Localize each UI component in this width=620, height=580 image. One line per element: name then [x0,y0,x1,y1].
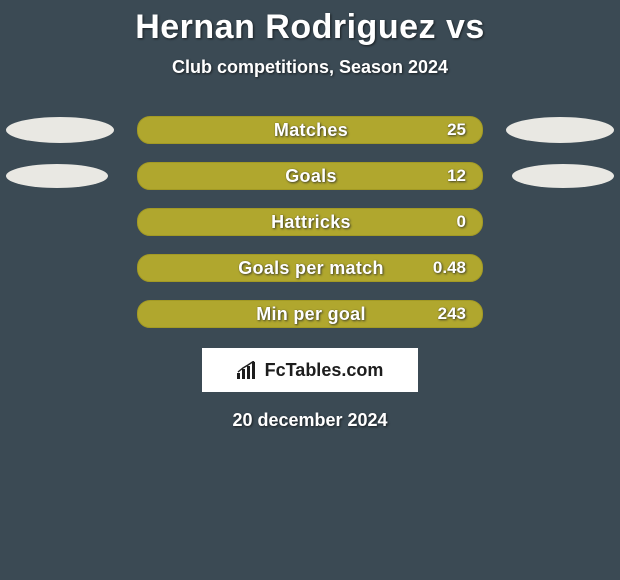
stats-rows: Matches25 Goals12 Hattricks0 Goals per matc… [0,116,620,328]
stat-value: 243 [438,304,466,324]
stat-label: Min per goal [156,304,466,325]
stat-row: Matches25 [0,116,620,144]
bar-chart-icon [237,361,259,379]
player-ellipse-left [6,117,114,143]
branding-badge: FcTables.com [202,348,418,392]
player-ellipse-right [506,117,614,143]
stat-row: Hattricks0 [0,208,620,236]
player-ellipse-right [512,164,614,188]
stat-label: Matches [156,120,466,141]
stat-bar: Hattricks0 [137,208,483,236]
stats-card: Hernan Rodriguez vs Club competitions, S… [0,0,620,580]
stat-value: 12 [447,166,466,186]
stat-row: Goals per match0.48 [0,254,620,282]
stat-bar: Goals12 [137,162,483,190]
stat-label: Hattricks [156,212,466,233]
stat-label: Goals [156,166,466,187]
stat-row: Goals12 [0,162,620,190]
stat-label: Goals per match [156,258,466,279]
stat-bar: Goals per match0.48 [137,254,483,282]
stat-row: Min per goal243 [0,300,620,328]
page-title: Hernan Rodriguez vs [0,0,620,47]
stat-value: 0.48 [433,258,466,278]
subtitle: Club competitions, Season 2024 [0,57,620,78]
stat-bar: Matches25 [137,116,483,144]
branding-text: FcTables.com [265,360,384,381]
stat-value: 25 [447,120,466,140]
stat-bar: Min per goal243 [137,300,483,328]
stat-value: 0 [457,212,466,232]
date-text: 20 december 2024 [0,410,620,431]
player-ellipse-left [6,164,108,188]
